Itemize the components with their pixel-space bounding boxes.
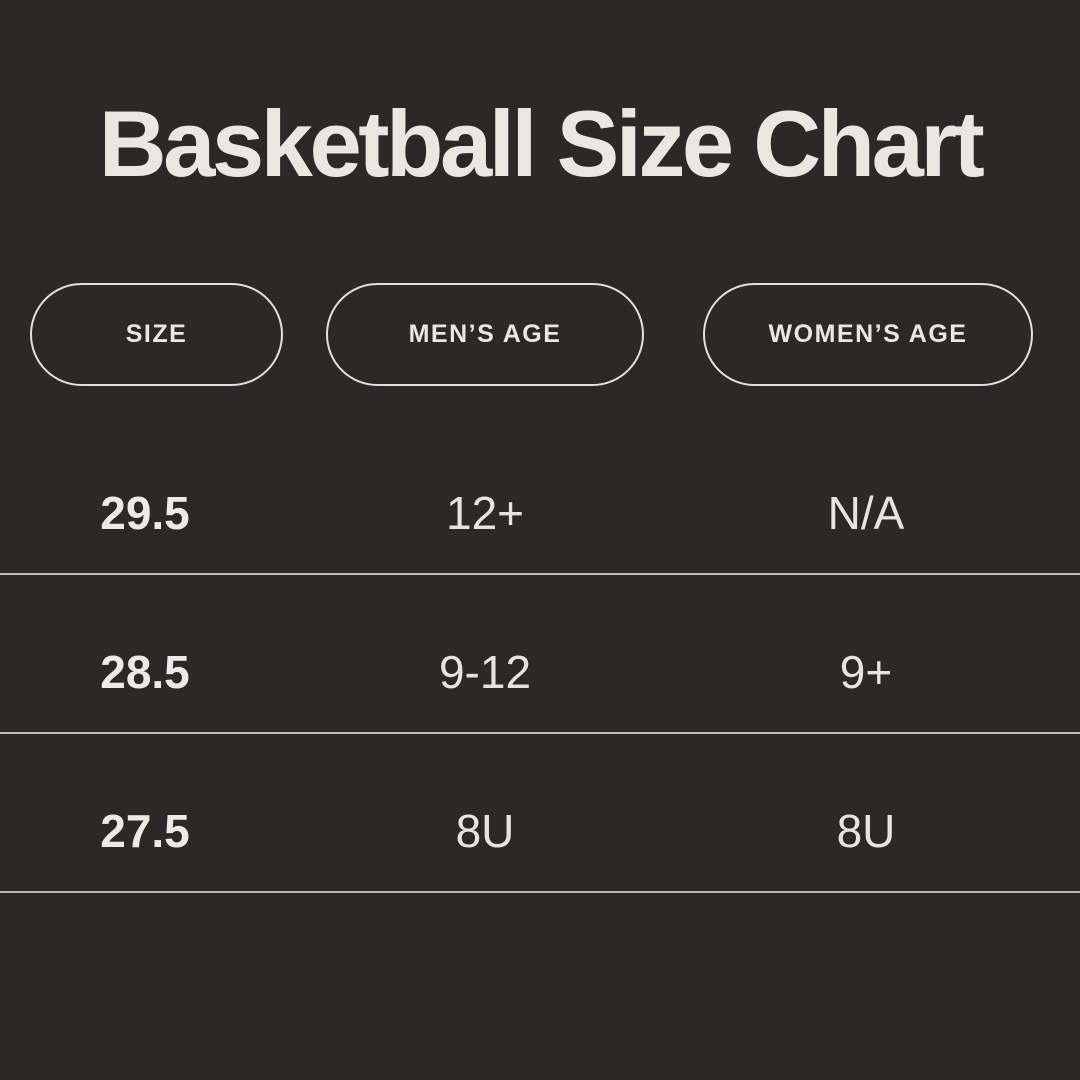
cell-mens-age: 8U (455, 804, 515, 857)
cell-mens-age: 9-12 (438, 645, 532, 698)
table-body: 29.5 12+ N/A 28.5 9-12 9+ 27.5 8U 8U (0, 416, 1080, 893)
cell-womens-age: 9+ (839, 645, 893, 698)
column-header-label-mens-age: MEN’S AGE (408, 320, 562, 348)
cell-size: 29.5 (100, 486, 190, 539)
column-header-pill-womens-age: WOMEN’S AGE (703, 283, 1033, 386)
table-row: 27.5 8U 8U (0, 734, 1080, 893)
column-header-label-womens-age: WOMEN’S AGE (768, 320, 968, 348)
table-row: 29.5 12+ N/A (0, 416, 1080, 575)
column-header-label-size: SIZE (125, 320, 188, 348)
cell-size: 28.5 (100, 645, 190, 698)
column-header-pill-size: SIZE (30, 283, 283, 386)
cell-womens-age: 8U (836, 804, 896, 857)
cell-womens-age: N/A (827, 486, 905, 539)
page-title: Basketball Size Chart (98, 91, 985, 196)
column-header-pill-mens-age: MEN’S AGE (326, 283, 644, 386)
table-row: 28.5 9-12 9+ (0, 575, 1080, 734)
cell-size: 27.5 (100, 804, 190, 857)
cell-mens-age: 12+ (445, 486, 525, 539)
